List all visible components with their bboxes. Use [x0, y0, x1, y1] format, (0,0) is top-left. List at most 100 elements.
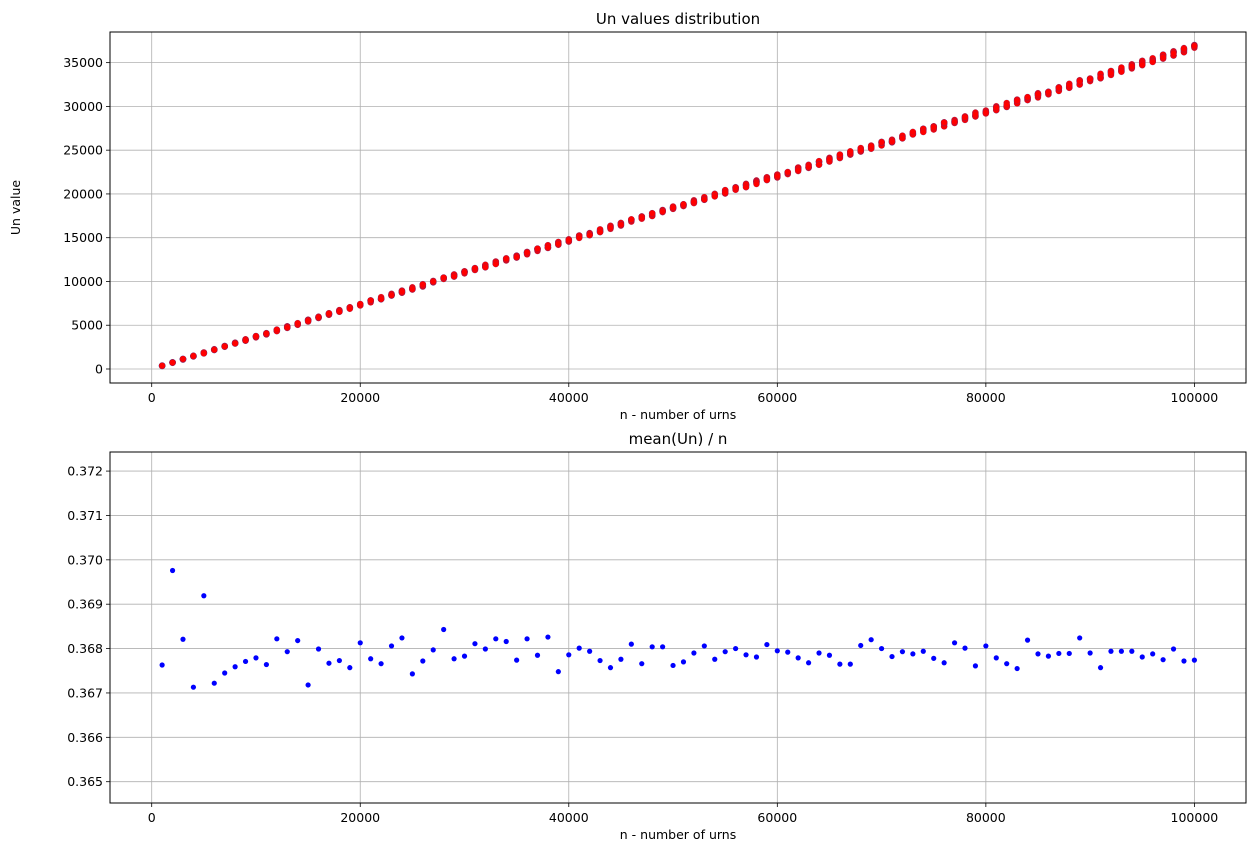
bottom-data-point [472, 641, 478, 647]
bottom-data-point [222, 670, 228, 676]
bottom-x-tick-label: 80000 [966, 810, 1006, 825]
bottom-data-point [545, 634, 551, 640]
top-data-point [1159, 54, 1167, 61]
bottom-data-point [889, 653, 895, 660]
bottom-data-point [409, 671, 415, 677]
top-data-point [690, 198, 698, 206]
top-data-point [1045, 88, 1052, 96]
top-data-point [930, 123, 937, 131]
top-data-point [284, 324, 291, 331]
bottom-data-point [368, 656, 374, 662]
bottom-data-point [576, 645, 582, 651]
top-data-point [940, 119, 948, 126]
top-data-point [669, 204, 677, 211]
bottom-data-point [430, 647, 436, 653]
bottom-chart-title: mean(Un) / n [629, 430, 728, 448]
bottom-data-point [983, 643, 989, 649]
bottom-data-point [305, 682, 311, 688]
bottom-data-point [347, 665, 353, 671]
bottom-data-point [649, 644, 655, 650]
bottom-data-point [597, 657, 603, 664]
bottom-data-point [920, 648, 926, 654]
bottom-data-point [753, 654, 760, 660]
bottom-x-tick-label: 20000 [340, 810, 380, 825]
bottom-data-point [514, 657, 520, 663]
top-data-point [721, 189, 729, 196]
bottom-data-point [837, 661, 843, 667]
top-x-tick-label: 60000 [757, 390, 797, 405]
bottom-data-point [378, 661, 384, 667]
bottom-y-ticks: 0.365 0.366 0.367 0.368 0.369 0.370 0.371 0.372 [67, 464, 110, 789]
top-data-point [815, 161, 823, 168]
top-x-tick-label: 20000 [340, 390, 380, 405]
bottom-data-point [805, 660, 812, 666]
bottom-data-point [660, 644, 666, 650]
top-data-point [951, 118, 958, 126]
bottom-data-point [326, 660, 332, 666]
top-data-point [357, 300, 364, 308]
top-data-point [221, 343, 228, 350]
bottom-data-point [534, 652, 541, 658]
bottom-data-point [315, 646, 322, 652]
bottom-data-point [1150, 651, 1156, 657]
bottom-data-point [733, 645, 739, 652]
bottom-data-point [1170, 646, 1177, 652]
top-data-point [1066, 82, 1073, 89]
bottom-data-point [628, 641, 634, 647]
top-data-point [857, 146, 864, 154]
top-data-point [826, 155, 833, 163]
top-data-point [836, 151, 844, 158]
bottom-data-point [1035, 651, 1041, 657]
bottom-y-tick-label: 0.369 [67, 597, 103, 612]
top-data-point [1128, 62, 1136, 70]
top-y-tick-label: 15000 [63, 230, 103, 245]
top-data-point [1055, 84, 1063, 91]
top-data-point [252, 332, 260, 340]
bottom-data-point [503, 638, 509, 645]
top-data-point [1024, 93, 1031, 101]
top-data-point [325, 310, 333, 317]
top-data-point [336, 308, 343, 315]
bottom-data-point [336, 657, 342, 664]
top-data-point [409, 285, 416, 293]
bottom-data-point [1181, 658, 1187, 664]
top-data-point [523, 249, 531, 256]
bottom-data-point [388, 643, 395, 649]
bottom-data-point [284, 649, 290, 655]
bottom-data-point [263, 661, 270, 668]
top-data-point [753, 180, 760, 188]
top-y-tick-label: 35000 [63, 55, 103, 70]
top-y-ticks: 0 5000 10000 15000 20000 25000 30000 35000 [63, 55, 110, 376]
bottom-data-point [1066, 650, 1072, 657]
top-data-point [575, 234, 583, 242]
top-data-point [273, 326, 281, 333]
top-data-point [534, 245, 541, 252]
bottom-grid [110, 452, 1246, 803]
top-data-point [1034, 90, 1042, 98]
top-series-points [158, 41, 1198, 370]
bottom-data-point [972, 663, 979, 669]
bottom-data-point [618, 656, 624, 662]
top-data-point [440, 274, 447, 281]
top-data-point [179, 355, 187, 363]
top-data-point [847, 148, 854, 155]
top-data-point [878, 138, 885, 146]
bottom-data-point [1056, 650, 1062, 657]
top-x-tick-label: 0 [148, 390, 156, 405]
bottom-y-tick-label: 0.366 [67, 730, 103, 745]
bottom-chart: 0 20000 40000 60000 80000 100000 0.3650.3660.… [67, 430, 1247, 842]
top-data-point [169, 359, 176, 366]
bottom-x-ticks: 0 20000 40000 60000 80000 100000 [148, 803, 1218, 825]
bottom-data-point [680, 659, 687, 665]
bottom-data-point [826, 652, 833, 658]
bottom-data-point [524, 636, 530, 642]
bottom-data-point [253, 655, 259, 661]
bottom-data-point [159, 662, 165, 668]
top-data-point [388, 291, 395, 299]
top-data-point [993, 104, 1000, 112]
top-data-point [972, 111, 979, 118]
top-data-point [732, 184, 739, 192]
top-data-point [648, 209, 656, 217]
top-data-point [680, 201, 687, 208]
